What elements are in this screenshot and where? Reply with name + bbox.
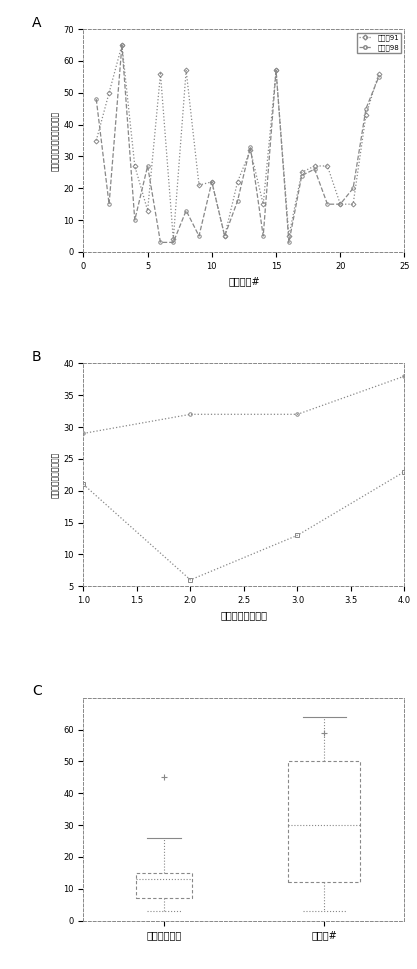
Legend: データ91, データ98: データ91, データ98 bbox=[357, 33, 401, 53]
Text: A: A bbox=[32, 16, 42, 30]
Y-axis label: ターゲットからの距離: ターゲットからの距離 bbox=[51, 452, 60, 498]
X-axis label: 形状のセグメント: 形状のセグメント bbox=[221, 610, 267, 620]
Text: B: B bbox=[32, 350, 42, 364]
X-axis label: 経由地点#: 経由地点# bbox=[228, 276, 260, 286]
Y-axis label: ターゲット地点からの距離紏: ターゲット地点からの距離紏 bbox=[51, 110, 60, 171]
Text: C: C bbox=[32, 684, 42, 699]
